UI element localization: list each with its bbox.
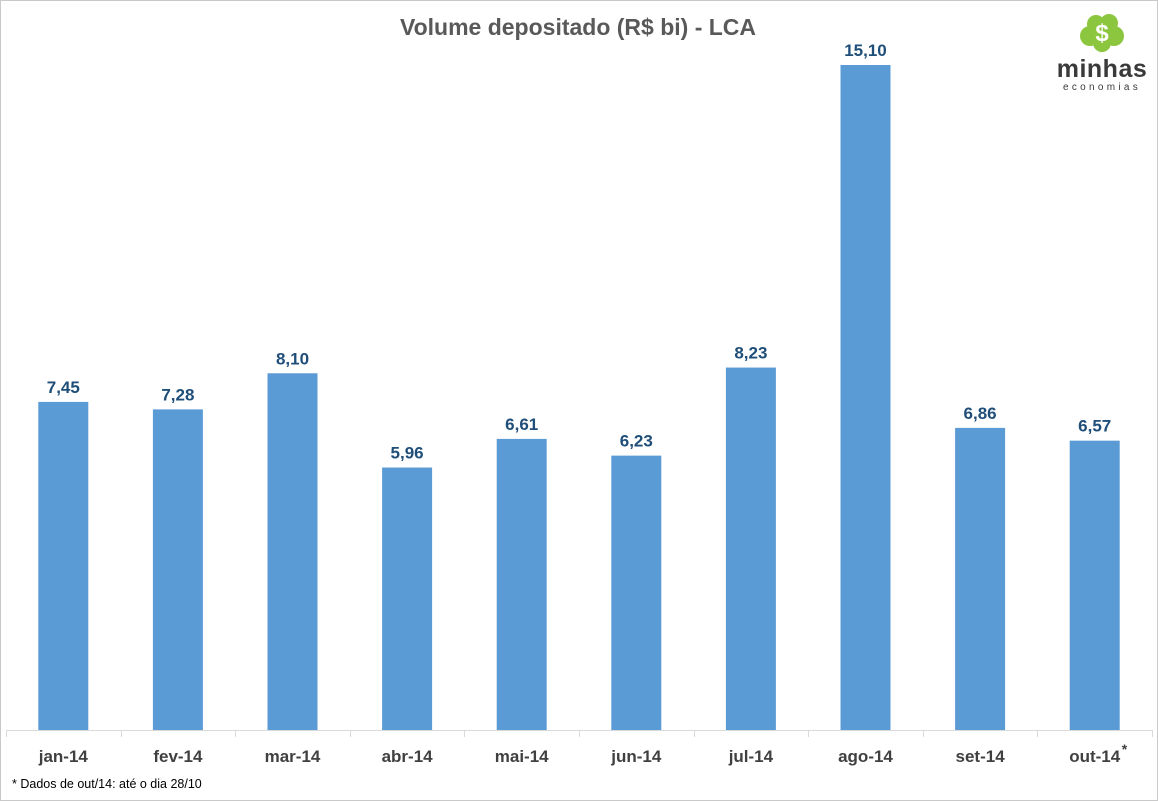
x-tick-label: set-14 bbox=[956, 747, 1006, 766]
bar bbox=[1069, 440, 1120, 730]
footnote-marker: * bbox=[1122, 741, 1128, 757]
data-label: 7,28 bbox=[161, 385, 194, 404]
data-label: 5,96 bbox=[391, 444, 424, 463]
bar bbox=[38, 401, 89, 730]
data-label: 6,86 bbox=[964, 404, 997, 423]
x-tick-label: out-14 bbox=[1069, 747, 1121, 766]
x-tick-label: jun-14 bbox=[610, 747, 662, 766]
logo-tagline: economias bbox=[1062, 82, 1142, 93]
dollar-cloud-icon: $ bbox=[1080, 14, 1124, 53]
bar bbox=[840, 65, 891, 730]
data-label: 8,23 bbox=[734, 344, 767, 363]
data-label: 6,61 bbox=[505, 415, 538, 434]
bar bbox=[955, 427, 1006, 730]
data-label: 6,57 bbox=[1078, 417, 1111, 436]
x-tick-label: mar-14 bbox=[265, 747, 321, 766]
footnote: * Dados de out/14: até o dia 28/10 bbox=[12, 777, 202, 791]
bar bbox=[611, 455, 662, 730]
data-label: 7,45 bbox=[47, 378, 80, 397]
x-tick-label: jul-14 bbox=[728, 747, 774, 766]
x-tick-label: jan-14 bbox=[38, 747, 89, 766]
bar bbox=[267, 373, 318, 730]
bar bbox=[382, 467, 433, 730]
data-label: 15,10 bbox=[844, 41, 887, 60]
x-tick-label: fev-14 bbox=[153, 747, 203, 766]
bar bbox=[725, 367, 776, 730]
brand-logo: $ minhas economias bbox=[1052, 12, 1152, 93]
svg-text:$: $ bbox=[1095, 20, 1109, 47]
data-label: 8,10 bbox=[276, 349, 309, 368]
x-tick-label: mai-14 bbox=[495, 747, 549, 766]
x-tick-label: abr-14 bbox=[382, 747, 434, 766]
x-tick-label: ago-14 bbox=[838, 747, 893, 766]
data-label: 6,23 bbox=[620, 432, 653, 451]
bar bbox=[152, 409, 203, 730]
chart-title: Volume depositado (R$ bi) - LCA bbox=[399, 14, 757, 40]
bar bbox=[496, 438, 547, 730]
logo-wordmark: minhas bbox=[1056, 55, 1148, 83]
